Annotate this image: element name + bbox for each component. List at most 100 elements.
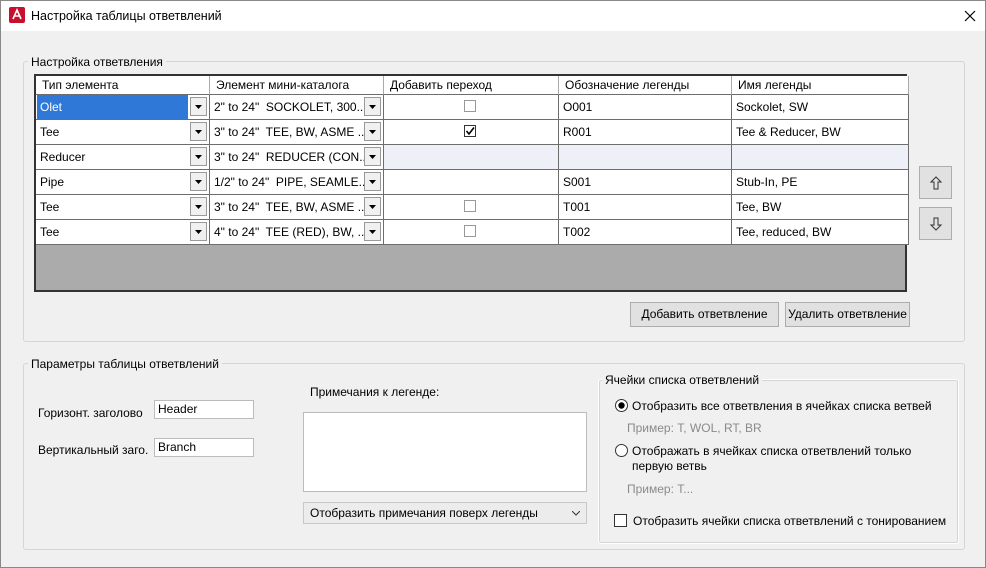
- cell-text: Tee: [40, 225, 60, 239]
- grid-cell[interactable]: O001: [559, 95, 732, 120]
- dropdown-button[interactable]: [190, 147, 207, 166]
- grid-cell[interactable]: T001: [559, 195, 732, 220]
- column-header: Обозначение легенды: [559, 76, 732, 95]
- text-input[interactable]: Branch: [154, 438, 254, 457]
- branch-grid: Тип элемента Элемент мини-каталога Добавит…: [34, 74, 909, 292]
- cell-text: 3" to 24" TEE, BW, ASME ...: [214, 200, 368, 214]
- label: Вертикальный заго.: [38, 443, 149, 457]
- cell-text: Tee, BW: [736, 200, 782, 214]
- grid-cell[interactable]: T002: [559, 220, 732, 245]
- move-down-button[interactable]: [919, 207, 952, 240]
- dropdown-button[interactable]: [190, 97, 207, 116]
- group-box: [23, 363, 965, 550]
- transition-checkbox[interactable]: [464, 225, 476, 237]
- grid-cell[interactable]: [384, 95, 559, 120]
- dropdown-button[interactable]: [364, 147, 381, 166]
- cell-text: R001: [563, 125, 592, 139]
- cell-text: Stub-In, PE: [736, 175, 798, 189]
- cell-text: Tee: [40, 125, 60, 139]
- cell-text: T002: [563, 225, 591, 239]
- cell-text: S001: [563, 175, 592, 189]
- label: Горизонт. заголово: [38, 406, 143, 420]
- grid-cell[interactable]: 2" to 24" SOCKOLET, 300...: [210, 95, 384, 120]
- cell-text: Tee: [40, 200, 60, 214]
- grid-cell[interactable]: Tee: [36, 120, 210, 145]
- grid-cell[interactable]: [732, 145, 909, 170]
- grid-cell[interactable]: [384, 145, 559, 170]
- cell-text: 4" to 24" TEE (RED), BW, ...: [214, 225, 368, 239]
- group-title: Настройка ответвления: [28, 55, 166, 69]
- dropdown-button[interactable]: [364, 197, 381, 216]
- dropdown-button[interactable]: [190, 197, 207, 216]
- cell-text: 3" to 24" REDUCER (CON...: [214, 150, 370, 164]
- dropdown-button[interactable]: [364, 172, 381, 191]
- grid-cell[interactable]: [384, 220, 559, 245]
- group-box: [23, 61, 965, 342]
- window-title: Настройка таблицы ответвлений: [31, 9, 222, 23]
- dropdown-button[interactable]: [190, 122, 207, 141]
- cell-text: T001: [563, 200, 591, 214]
- grid-cell[interactable]: Sockolet, SW: [732, 95, 909, 120]
- cell-text: Olet: [37, 95, 188, 119]
- add-branch-button[interactable]: Добавить ответвление: [630, 302, 779, 327]
- grid-cell[interactable]: Tee & Reducer, BW: [732, 120, 909, 145]
- transition-checkbox[interactable]: [464, 200, 476, 212]
- grid-cell[interactable]: 1/2" to 24" PIPE, SEAMLE...: [210, 170, 384, 195]
- column-header: Тип элемента: [36, 76, 210, 95]
- move-up-button[interactable]: [919, 166, 952, 199]
- group-title: Параметры таблицы ответвлений: [28, 357, 222, 371]
- grid-cell[interactable]: Tee, BW: [732, 195, 909, 220]
- dropdown-button[interactable]: [364, 222, 381, 241]
- radio-label: Отображать в ячейках списка ответвлений …: [632, 444, 912, 473]
- notes-textarea[interactable]: [303, 412, 587, 492]
- transition-checkbox[interactable]: [464, 125, 476, 137]
- column-header: Имя легенды: [732, 76, 909, 95]
- grid-cell[interactable]: Tee, reduced, BW: [732, 220, 909, 245]
- radio-label: Отобразить все ответвления в ячейках спи…: [632, 399, 932, 413]
- grid-cell[interactable]: Tee: [36, 220, 210, 245]
- grid-cell[interactable]: Pipe: [36, 170, 210, 195]
- dropdown-button[interactable]: [364, 122, 381, 141]
- text-input[interactable]: Header: [154, 400, 254, 419]
- grid-cell[interactable]: [384, 120, 559, 145]
- dropdown-button[interactable]: [190, 172, 207, 191]
- delete-branch-button[interactable]: Удалить ответвление: [785, 302, 910, 327]
- app-icon: [9, 7, 25, 23]
- transition-checkbox[interactable]: [464, 100, 476, 112]
- cell-text: Tee, reduced, BW: [736, 225, 832, 239]
- shaded-checkbox[interactable]: [614, 514, 627, 527]
- radio-first[interactable]: [615, 444, 628, 457]
- close-button[interactable]: [963, 9, 977, 23]
- cell-text: 3" to 24" TEE, BW, ASME ...: [214, 125, 368, 139]
- dropdown-button[interactable]: [364, 97, 381, 116]
- cell-text: 2" to 24" SOCKOLET, 300...: [214, 100, 367, 114]
- grid-cell[interactable]: Olet: [36, 95, 210, 120]
- column-header: Добавить переход: [384, 76, 559, 95]
- grid-cell[interactable]: R001: [559, 120, 732, 145]
- grid-cell[interactable]: Tee: [36, 195, 210, 220]
- notes-position-dropdown[interactable]: Отобразить примечания поверх легенды: [303, 502, 587, 524]
- grid-cell[interactable]: [384, 170, 559, 195]
- dropdown-value: Отобразить примечания поверх легенды: [310, 506, 538, 520]
- label: Примечания к легенде:: [310, 385, 440, 399]
- group-title: Ячейки списка ответвлений: [602, 373, 763, 387]
- group-box: [598, 379, 959, 544]
- grid-cell[interactable]: 3" to 24" TEE, BW, ASME ...: [210, 120, 384, 145]
- radio-all[interactable]: [615, 399, 628, 412]
- example-text: Пример: T...: [627, 482, 694, 496]
- grid-cell[interactable]: [559, 145, 732, 170]
- cell-text: Reducer: [40, 150, 86, 164]
- grid-cell[interactable]: S001: [559, 170, 732, 195]
- cell-text: 1/2" to 24" PIPE, SEAMLE...: [214, 175, 369, 189]
- grid-cell[interactable]: [384, 195, 559, 220]
- cell-text: Pipe: [40, 175, 65, 189]
- grid-cell[interactable]: 3" to 24" TEE, BW, ASME ...: [210, 195, 384, 220]
- grid-cell[interactable]: 3" to 24" REDUCER (CON...: [210, 145, 384, 170]
- grid-cell[interactable]: 4" to 24" TEE (RED), BW, ...: [210, 220, 384, 245]
- grid-cell[interactable]: Reducer: [36, 145, 210, 170]
- dropdown-button[interactable]: [190, 222, 207, 241]
- grid-cell[interactable]: Stub-In, PE: [732, 170, 909, 195]
- checkbox-label: Отобразить ячейки списка ответвлений с т…: [633, 514, 947, 528]
- column-header: Элемент мини-каталога: [210, 76, 384, 95]
